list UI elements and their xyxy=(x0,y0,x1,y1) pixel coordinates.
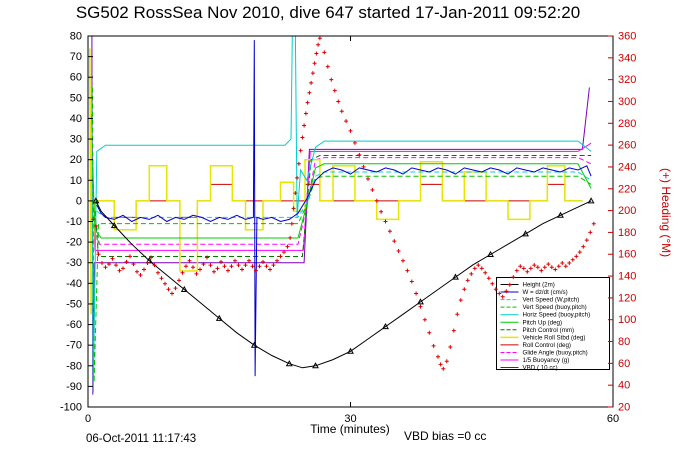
legend-label-vehicle-roll-stbd-deg: Vehicle Roll Stbd (deg) xyxy=(523,334,586,341)
y-left-tick-label: -20 xyxy=(66,237,82,249)
series-height-2m xyxy=(95,200,592,369)
legend-label-horiz-speed-buoy-pitch: Horiz Speed (buoy,pitch) xyxy=(523,312,591,319)
y-left-tick-label: -90 xyxy=(66,381,82,393)
y-right-tick-label: 240 xyxy=(618,161,636,173)
y-right-tick-label: 120 xyxy=(618,292,636,304)
y-right-tick-label: 320 xyxy=(618,74,636,86)
legend-label-height-2m: Height (2m) xyxy=(523,282,555,289)
series-pitch-control-mm xyxy=(94,155,592,257)
y-right-tick-label: 180 xyxy=(618,227,636,239)
y-right-tick-label: 280 xyxy=(618,118,636,130)
legend-label-pitch-control-mm: Pitch Control (mm) xyxy=(523,327,575,334)
y-left-tick-label: -70 xyxy=(66,340,82,352)
y-right-tick-label: 360 xyxy=(618,31,636,43)
legend-box xyxy=(496,277,610,370)
y-left-tick-label: 60 xyxy=(70,72,82,84)
y-right-tick-label: 20 xyxy=(618,402,630,414)
y-left-tick-label: -10 xyxy=(66,216,82,228)
series-vert-speed-buoy-pitch xyxy=(91,87,592,383)
y-right-tick-label: 260 xyxy=(618,140,636,152)
legend-label-vbd-10-cc: VBD ( 10 cc) xyxy=(523,365,558,372)
series-vehicle-roll-stbd-deg xyxy=(89,48,583,315)
series-w-dz-dt-cm-s xyxy=(96,40,592,377)
y-right-tick-label: 60 xyxy=(618,358,630,370)
y-right-tick-label: 40 xyxy=(618,380,630,392)
y-right-tick-label: 200 xyxy=(618,205,636,217)
y-left-tick-label: -40 xyxy=(66,278,82,290)
legend-label-w-dz-dt-cm-s: W = dz/dt (cm/s) xyxy=(523,289,568,296)
axes: 80706050403020100-10-20-30-40-50-60-70-8… xyxy=(60,31,636,426)
y-left-tick-label: -50 xyxy=(66,298,82,310)
y-right-tick-label: 100 xyxy=(618,314,636,326)
legend-label-vert-speed-w-pitch: Vert Speed (W,pitch) xyxy=(523,297,580,304)
y-right-tick-label: 80 xyxy=(618,336,630,348)
legend: Height (2m)W = dz/dt (cm/s)Vert Speed (W… xyxy=(496,277,610,372)
legend-label-1-5-buoyancy-g: 1/5 Buoyancy (g) xyxy=(523,357,570,364)
y-left-tick-label: 80 xyxy=(70,31,82,43)
y-left-tick-label: 50 xyxy=(70,92,82,104)
y-right-tick-label: 340 xyxy=(618,52,636,64)
y-left-tick-label: -30 xyxy=(66,257,82,269)
y-right-tick-label: 300 xyxy=(618,96,636,108)
vbd-bias-text: VBD bias =0 cc xyxy=(404,429,487,443)
plot-title: SG502 RossSea Nov 2010, dive 647 started… xyxy=(75,3,581,22)
scatter-heading-m xyxy=(91,36,596,371)
x-tick-label: 0 xyxy=(85,413,91,425)
y-left-tick-label: 70 xyxy=(70,51,82,63)
y-left-tick-label: 30 xyxy=(70,134,82,146)
y-left-tick-label: -80 xyxy=(66,360,82,372)
right-axis-label: (+) Heading (°M) xyxy=(659,168,673,258)
series-markers-height-2m xyxy=(92,197,595,369)
legend-label-roll-control-deg: Roll Control (deg) xyxy=(523,342,572,349)
legend-label-vert-speed-buoy-pitch: Vert Speed (buoy,pitch) xyxy=(523,304,587,311)
y-right-tick-label: 160 xyxy=(618,249,636,261)
y-right-tick-label: 220 xyxy=(618,183,636,195)
y-left-tick-label: 10 xyxy=(70,175,82,187)
y-left-tick-label: 40 xyxy=(70,113,82,125)
x-axis-label: Time (minutes) xyxy=(310,422,390,436)
y-left-tick-label: -100 xyxy=(60,402,82,414)
plot-timestamp: 06-Oct-2011 11:17:43 xyxy=(86,433,197,445)
y-left-tick-label: -60 xyxy=(66,319,82,331)
x-tick-label: 30 xyxy=(344,413,356,425)
y-left-tick-label: 0 xyxy=(76,195,82,207)
series-horiz-speed-buoy-pitch xyxy=(91,36,592,393)
legend-label-pitch-up-deg: Pitch Up (deg) xyxy=(523,319,563,326)
series-vert-speed-w-pitch xyxy=(96,171,592,218)
x-tick-label: 60 xyxy=(607,413,619,425)
legend-label-glide-angle-buoy-pitch: Glide Angle (buoy,pitch) xyxy=(523,349,588,356)
y-left-tick-label: 20 xyxy=(70,154,82,166)
plot-series xyxy=(89,36,596,395)
y-right-tick-label: 140 xyxy=(618,271,636,283)
